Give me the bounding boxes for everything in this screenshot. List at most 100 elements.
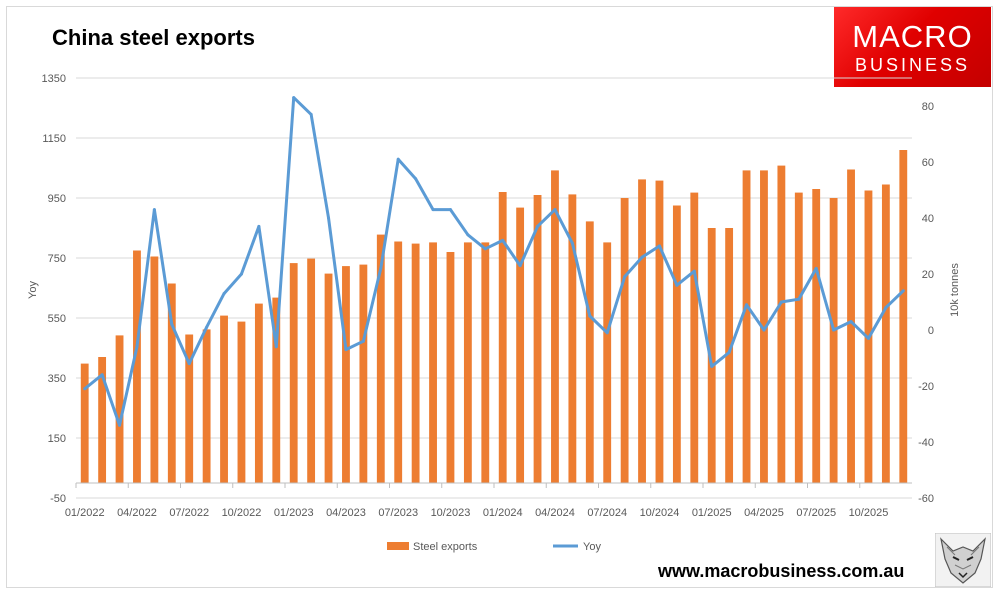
bar [80,363,89,483]
left-y-axis-label: Yoy [27,281,39,299]
yoy-point [379,266,383,270]
bar [185,334,194,483]
yoy-point [553,208,557,212]
bar [115,335,124,483]
bar [603,242,612,483]
bar [672,205,681,483]
yoy-point [483,247,487,251]
yoy-point [640,255,644,259]
x-tick-label: 10/2023 [431,507,471,519]
bar [481,242,490,483]
yoy-point [448,208,452,212]
x-tick-label: 01/2025 [692,507,732,519]
y2-tick-label: -60 [918,493,934,505]
bar [533,195,542,483]
bar [707,228,716,483]
yoy-point [832,328,836,332]
yoy-point [361,339,365,343]
yoy-point [118,423,122,427]
yoy-point [797,297,801,301]
macrobusiness-logo[interactable]: MACRO BUSINESS [834,7,991,87]
gridlines [76,77,912,499]
yoy-point [762,328,766,332]
yoy-point [710,364,714,368]
yoy-point [849,320,853,324]
bar [342,266,350,483]
yoy-point [588,314,592,318]
yoy-point [100,373,104,377]
x-tick-label: 10/2022 [222,507,262,519]
bar [847,169,855,483]
yoy-point [274,345,278,349]
fox-logo-icon [935,533,991,587]
yoy-point [344,348,348,352]
right-y-axis-label: 10k tonnes [949,263,961,317]
x-tick-label: 01/2024 [483,507,523,519]
bar [690,192,699,483]
bar [568,194,577,483]
bar [359,264,368,483]
legend-swatch-steel-exports [387,542,409,550]
yoy-point [692,269,696,273]
bar [881,184,890,483]
bar-series [80,150,908,483]
bar [202,329,211,483]
yoy-point [901,289,905,293]
yoy-point [518,264,522,268]
x-axis-ticks: 01/2022 04/2022 07/2022 10/2022 01/2023 04/20… [65,482,912,519]
yoy-point [866,336,870,340]
x-tick-label: 07/2022 [169,507,209,519]
bar [376,234,385,483]
yoy-point [501,238,505,242]
yoy-point [605,331,609,335]
x-tick-label: 01/2023 [274,507,314,519]
bar [429,242,437,483]
yoy-line [83,96,905,427]
bar [150,256,159,483]
bar [620,198,629,483]
yoy-point [292,96,296,100]
bar [307,258,316,483]
x-tick-label: 10/2025 [849,507,889,519]
yoy-point [414,177,418,181]
y2-tick-label: -40 [918,437,934,449]
right-y-axis-ticks: -60 -40 -20 0 20 40 60 80 [918,101,934,505]
chart-title: China steel exports [52,25,255,50]
y2-tick-label: 20 [922,269,934,281]
yoy-point [170,322,174,326]
y-tick-label: 1350 [42,73,66,85]
y-tick-label: -50 [50,493,66,505]
website-url[interactable]: www.macrobusiness.com.au [658,561,905,581]
bar [237,321,246,483]
x-tick-label: 01/2022 [65,507,105,519]
yoy-point [657,244,661,248]
y-tick-label: 750 [48,253,66,265]
legend-label-steel-exports: Steel exports [413,541,478,553]
bar [725,228,734,483]
logo-line-2: BUSINESS [854,55,971,75]
bar [498,192,507,483]
yoy-point [814,266,818,270]
y2-tick-label: 80 [922,101,934,113]
bar [812,189,821,483]
bar [760,170,768,483]
yoy-point [745,303,749,307]
x-tick-label: 07/2023 [378,507,418,519]
y2-tick-label: 0 [928,325,934,337]
legend: Steel exports Yoy [387,541,601,553]
yoy-point [570,241,574,245]
bar [167,283,176,483]
bar [463,242,472,483]
bar [899,150,908,483]
yoy-point [83,387,87,391]
yoy-point [675,283,679,287]
left-y-axis-ticks: -50 150 350 550 750 950 1150 1350 [42,73,66,505]
bar [289,263,298,483]
bar [98,357,107,483]
yoy-point [884,306,888,310]
line-series [83,96,905,427]
yoy-point [239,272,243,276]
legend-label-yoy: Yoy [583,541,601,553]
x-tick-label: 04/2022 [117,507,157,519]
